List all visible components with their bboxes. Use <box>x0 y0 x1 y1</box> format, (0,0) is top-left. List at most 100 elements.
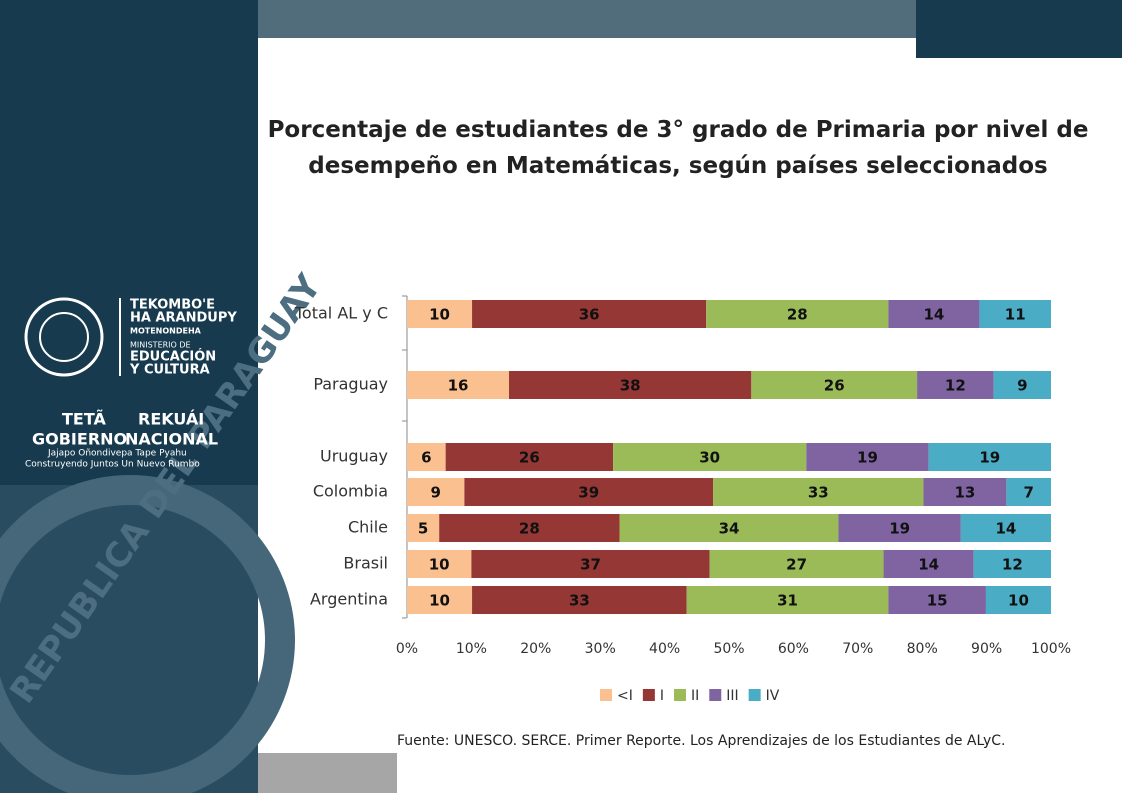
logo-text: Y CULTURA <box>129 363 210 378</box>
bar-segment <box>928 443 1051 471</box>
bar-segment <box>923 478 1007 506</box>
bar-segment <box>619 514 839 542</box>
x-tick-label: 30% <box>585 641 616 657</box>
data-label: 10 <box>429 592 450 610</box>
data-label: 14 <box>995 520 1016 538</box>
x-tick-label: 60% <box>778 641 809 657</box>
bar-segment <box>973 550 1051 578</box>
data-label: 37 <box>580 556 601 574</box>
legend-swatch <box>674 689 686 701</box>
bar-segment <box>472 300 707 328</box>
bar-segment <box>407 586 473 614</box>
data-label: 30 <box>699 449 720 467</box>
seal-watermark <box>0 475 295 793</box>
data-label: 26 <box>519 449 540 467</box>
legend-label: III <box>726 688 738 704</box>
data-label: 6 <box>421 449 431 467</box>
data-label: 12 <box>945 377 966 395</box>
legend-label: IV <box>766 688 780 704</box>
x-tick-label: 70% <box>842 641 873 657</box>
data-label: 10 <box>429 556 450 574</box>
bar-segment <box>472 586 687 614</box>
data-label: 26 <box>824 377 845 395</box>
x-tick-label: 100% <box>1031 641 1071 657</box>
data-label: 33 <box>808 484 829 502</box>
legend-label: <I <box>617 688 633 704</box>
bar-segment <box>751 371 918 399</box>
x-tick-label: 80% <box>907 641 938 657</box>
logo-text: HA ARANDUPY <box>130 311 237 326</box>
data-label: 19 <box>857 449 878 467</box>
x-tick-label: 50% <box>713 641 744 657</box>
data-label: 13 <box>954 484 975 502</box>
data-label: 34 <box>719 520 740 538</box>
data-label: 19 <box>979 449 1000 467</box>
data-label: 5 <box>418 520 428 538</box>
bar-segment <box>917 371 994 399</box>
data-label: 14 <box>918 556 939 574</box>
data-label: 33 <box>569 592 590 610</box>
data-label: 39 <box>578 484 599 502</box>
x-tick-label: 40% <box>649 641 680 657</box>
bar-segment <box>464 478 714 506</box>
bar-segment <box>883 550 974 578</box>
gov-text: NACIONAL <box>125 430 218 449</box>
bottom-block <box>258 753 397 793</box>
gov-text: REKUÁI <box>138 410 204 429</box>
legend-swatch <box>642 689 655 701</box>
y-tick-label: Colombia <box>313 482 388 501</box>
y-tick-label: Uruguay <box>320 447 388 466</box>
bar-segment <box>439 514 620 542</box>
x-tick-label: 20% <box>520 641 551 657</box>
logo-text: MINISTERIO DE <box>130 341 191 350</box>
bar-segment <box>407 300 473 328</box>
bar-segment <box>509 371 752 399</box>
gov-text: GOBIERNO <box>32 430 127 449</box>
data-label: 16 <box>448 377 469 395</box>
chart-title: Porcentaje de estudiantes de 3° grado de… <box>268 117 1089 179</box>
bar-segment <box>1006 478 1051 506</box>
y-tick-label: Argentina <box>310 590 388 609</box>
top-bar <box>258 0 916 38</box>
motto: Construyendo Juntos Un Nuevo Rumbo <box>25 460 200 470</box>
data-label: 14 <box>923 306 944 324</box>
logo-seal-inner <box>39 312 89 362</box>
y-tick-label: Chile <box>348 518 388 537</box>
data-label: 9 <box>1017 377 1027 395</box>
logo-seal <box>24 297 104 377</box>
logo-text: MOTENONDEHA <box>130 327 202 336</box>
bar-segment <box>979 300 1051 328</box>
logo-text: EDUCACIÓN <box>130 349 216 365</box>
y-tick-label: Paraguay <box>313 375 388 394</box>
bar-segment <box>445 443 614 471</box>
data-label: 11 <box>1005 306 1026 324</box>
x-tick-label: 0% <box>396 641 418 657</box>
data-label: 10 <box>429 306 450 324</box>
data-label: 28 <box>519 520 540 538</box>
x-tick-label: 10% <box>456 641 487 657</box>
bar-segment <box>985 586 1051 614</box>
logo-text: TEKOMBO'E <box>130 298 215 313</box>
bar-segment <box>838 514 961 542</box>
data-label: 19 <box>889 520 910 538</box>
data-label: 27 <box>786 556 807 574</box>
data-label: 10 <box>1008 592 1029 610</box>
bar-segment <box>407 514 440 542</box>
data-label: 38 <box>620 377 641 395</box>
y-tick-label: Brasil <box>343 554 388 573</box>
bar-segment <box>888 586 986 614</box>
bar-segment <box>960 514 1051 542</box>
legend-label: I <box>660 688 664 704</box>
bar-segment <box>888 300 980 328</box>
bar-segment <box>407 478 465 506</box>
bar-segment <box>407 371 510 399</box>
legend-swatch <box>600 689 612 701</box>
bar-segment <box>613 443 807 471</box>
bar-segment <box>806 443 929 471</box>
data-label: 31 <box>777 592 798 610</box>
bar-segment <box>407 550 472 578</box>
bar-segment <box>713 478 924 506</box>
y-tick-label: Total AL y C <box>294 304 388 323</box>
